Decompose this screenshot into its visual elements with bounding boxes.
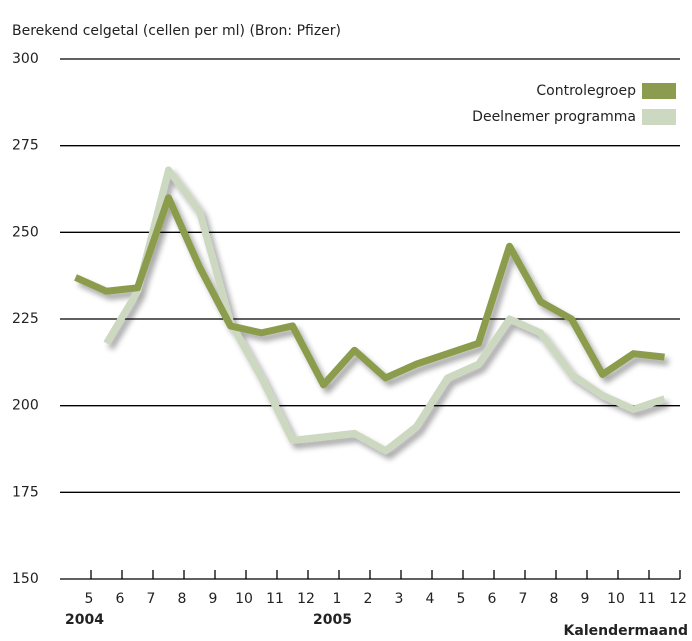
x-tick-label: 10: [607, 591, 625, 607]
x-tick-label: 7: [147, 591, 156, 607]
x-tick-label: 6: [488, 591, 497, 607]
x-tick-label: 8: [550, 591, 559, 607]
y-tick-label: 200: [12, 398, 39, 414]
x-tick-label: 9: [581, 591, 590, 607]
lines: [74, 166, 666, 455]
legend-swatch: [642, 83, 676, 99]
chart-title: Berekend celgetal (cellen per ml) (Bron:…: [12, 23, 341, 39]
y-tick-label: 300: [12, 51, 39, 67]
x-tick-label: 3: [395, 591, 404, 607]
x-tick-label: 11: [266, 591, 284, 607]
x-axis-label: Kalendermaand: [564, 623, 688, 639]
legend-label: Deelnemer programma: [472, 109, 636, 125]
y-tick-label: 150: [12, 571, 39, 587]
series-line: [103, 166, 666, 455]
y-tick-label: 275: [12, 138, 39, 154]
x-tick-label: 9: [209, 591, 218, 607]
x-tick-label: 6: [116, 591, 125, 607]
year-label: 2005: [313, 612, 352, 628]
x-tick-label: 5: [457, 591, 466, 607]
x-tick-label: 2: [364, 591, 373, 607]
x-tick-label: 11: [638, 591, 656, 607]
series-line: [74, 194, 665, 389]
x-tick-label: 4: [426, 591, 435, 607]
legend-swatch: [642, 109, 676, 125]
x-tick-label: 8: [178, 591, 187, 607]
y-tick-label: 250: [12, 224, 39, 240]
x-tick-label: 5: [85, 591, 94, 607]
y-tick-label: 225: [12, 311, 39, 327]
x-tick-label: 1: [333, 591, 342, 607]
x-tick-label: 12: [297, 591, 315, 607]
x-tick-label: 12: [669, 591, 687, 607]
legend-label: Controlegroep: [536, 83, 636, 99]
x-tick-label: 10: [235, 591, 253, 607]
y-tick-label: 175: [12, 484, 39, 500]
year-label: 2004: [65, 612, 104, 628]
x-tick-label: 7: [519, 591, 528, 607]
